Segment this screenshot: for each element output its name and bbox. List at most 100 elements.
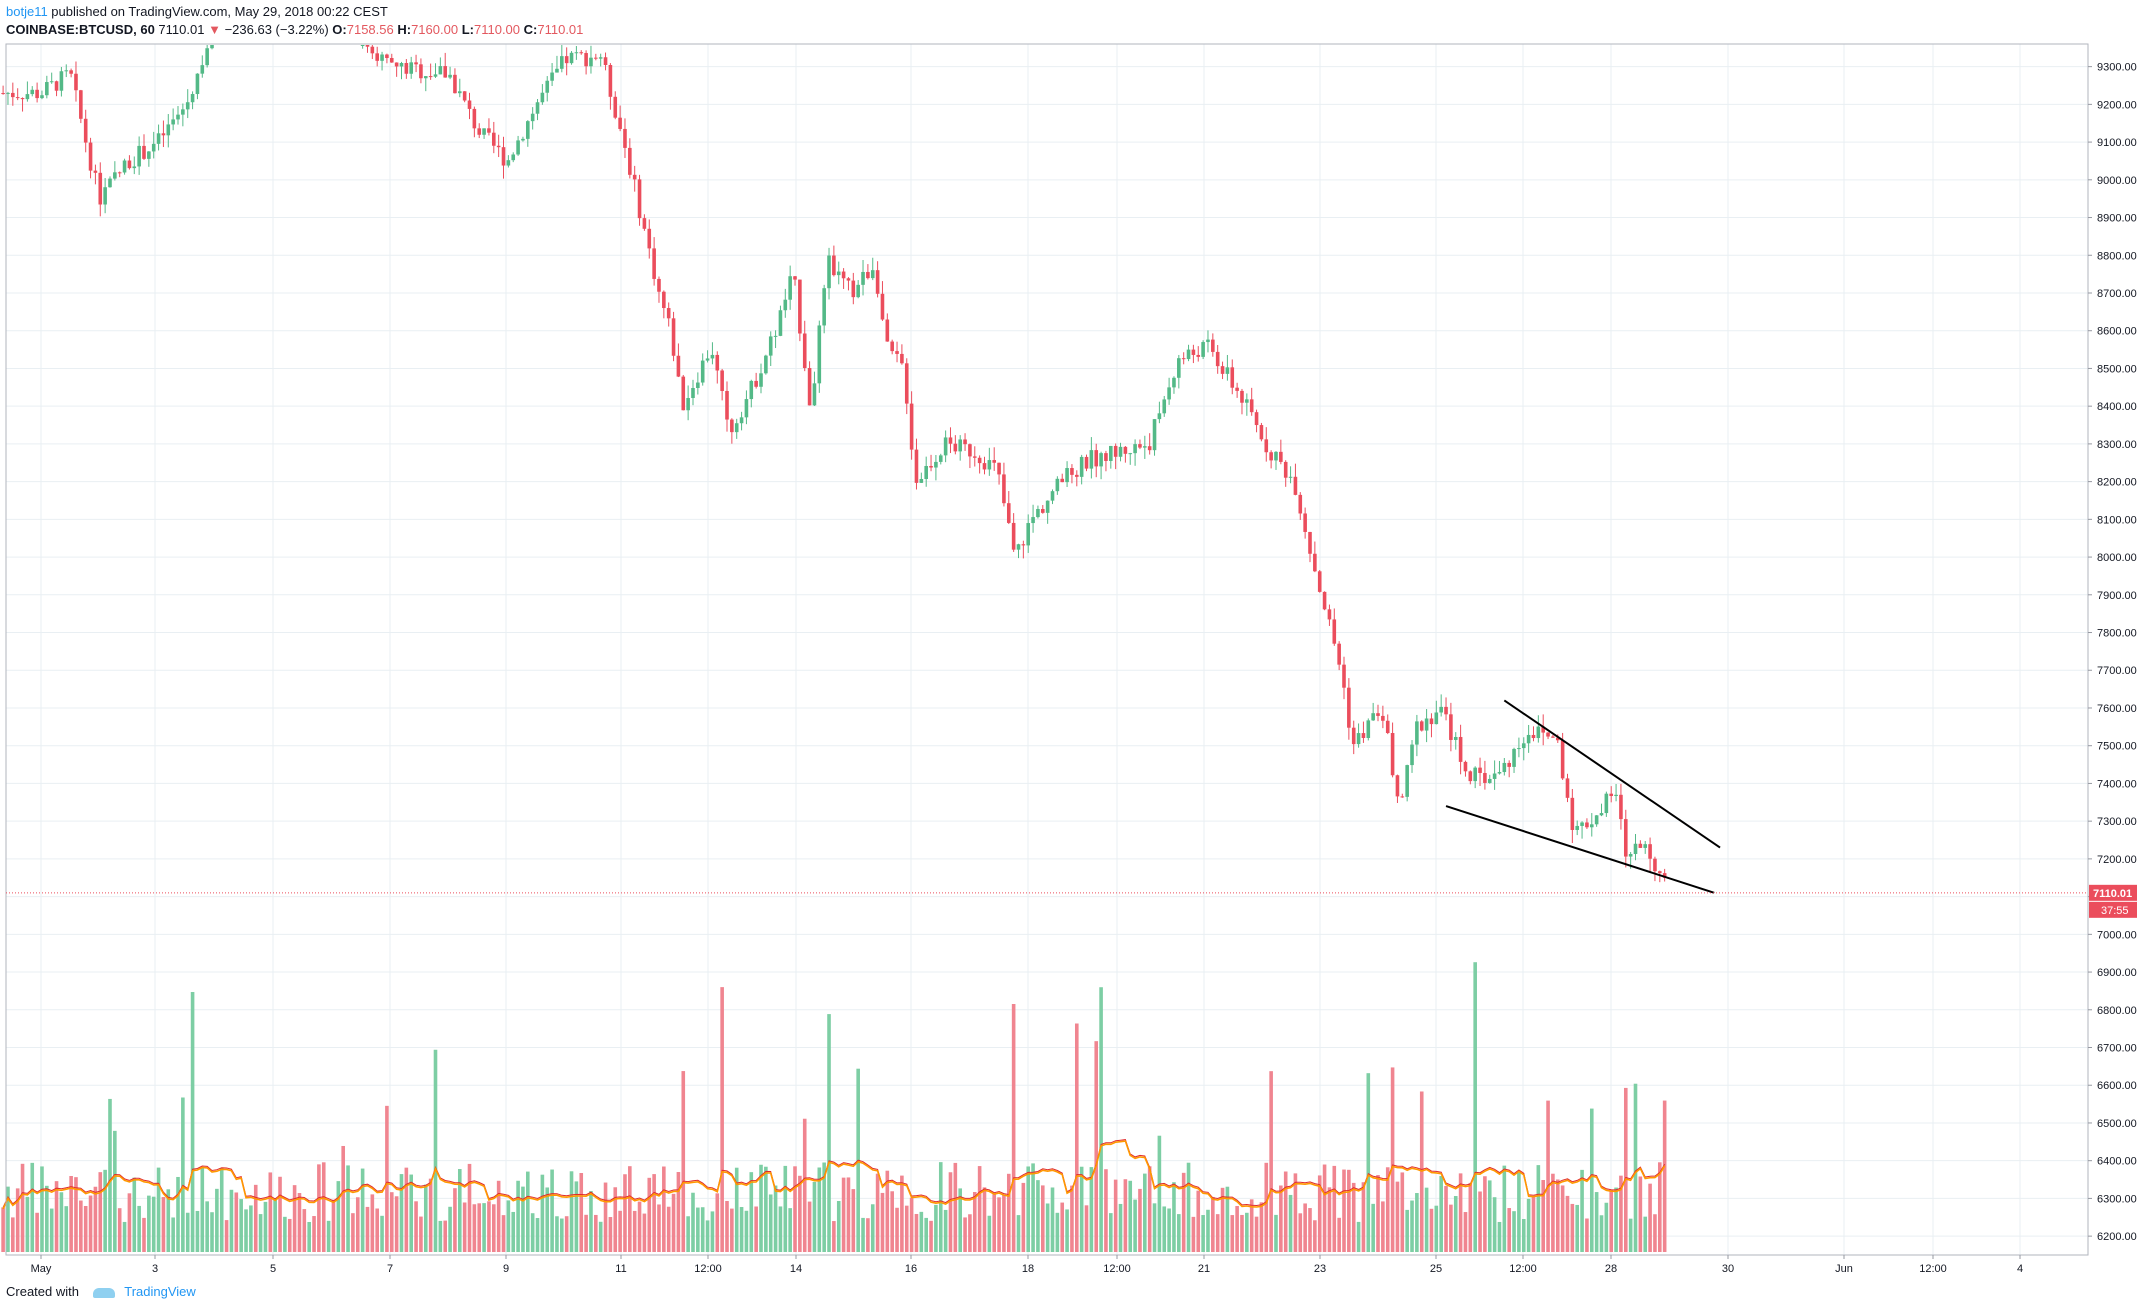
candle-body [1395,775,1400,797]
y-tick-label: 7200.00 [2097,854,2137,866]
candle-body [914,449,919,483]
candle-body [895,351,899,354]
volume-bar [6,1186,10,1252]
volume-bar [69,1176,73,1252]
volume-bar [1099,987,1103,1252]
candle-body [122,160,127,173]
candle-body [176,114,180,120]
candle-body [754,380,758,387]
candle-body [1104,453,1108,461]
publish-info: published on TradingView.com, May 29, 20… [47,4,388,19]
candle-body [423,76,428,79]
volume-bar [1288,1194,1293,1252]
volume-bar [904,1205,909,1252]
volume-bar [506,1200,511,1252]
candle-body [929,465,933,468]
volume-bar [11,1217,15,1252]
candle-body [491,132,496,146]
candle-body [487,128,491,133]
volume-bar [1079,1166,1084,1252]
candle-body [1492,773,1497,779]
candle-body [846,278,851,281]
candle-body [1259,425,1264,440]
candle-body [968,444,972,457]
y-tick-label: 6800.00 [2097,1005,2137,1017]
candle-body [1279,451,1283,462]
trendlines[interactable] [1445,699,1721,894]
volume-bar [419,1216,423,1252]
candle-body [739,417,744,424]
candle-body [1473,767,1477,782]
volume-bar [1283,1171,1288,1252]
volume-bar [628,1166,632,1252]
candle-body [574,52,579,54]
candle-body [200,65,205,74]
volume-bar [404,1167,409,1252]
volume-bar [1575,1204,1580,1252]
volume-bar [705,1220,710,1252]
candle-body [734,423,739,433]
candle-body [1356,733,1361,745]
candle-body [83,118,88,143]
volume-bar [1444,1186,1448,1252]
volume-bar [1541,1180,1545,1252]
candle-body [1099,453,1103,467]
footer: Created with TradingView [6,1284,196,1299]
volume-bar [589,1191,593,1252]
candle-body [394,62,399,67]
x-tick-label: 28 [1605,1263,1617,1275]
author-name[interactable]: botje11 [6,4,48,19]
volume-bar [341,1145,345,1252]
volume-bar [132,1177,137,1252]
candle-body [555,68,559,73]
candle-body [987,460,992,470]
candle-body [137,145,141,167]
volume-bar [1439,1175,1443,1252]
candle-body [457,91,462,94]
volume-bar [1152,1203,1157,1252]
volume-bar [1356,1221,1361,1252]
volume-bar [851,1189,856,1252]
volume-bar [676,1172,681,1252]
volume-bar [15,1188,20,1252]
volume-bar [880,1192,885,1252]
candle-body [385,54,389,59]
y-tick-label: 8600.00 [2097,326,2137,338]
volume-bar [1133,1199,1137,1252]
candle-body [584,53,588,67]
volume-bar [394,1196,399,1252]
volume-bar [1332,1165,1337,1252]
volume-bar [40,1166,44,1252]
candle-body [1225,367,1230,374]
volume-bar [1113,1179,1118,1252]
candle-body [1526,734,1531,744]
y-tick-label: 9000.00 [2097,175,2137,187]
candle-body [45,82,49,96]
candle-body [1249,399,1254,413]
candle-body [370,46,375,54]
candle-body [817,325,822,384]
candle-body [375,53,379,61]
y-tick-label: 8300.00 [2097,439,2137,451]
candle-body [982,463,987,470]
candle-body [496,145,501,148]
volume-bar [812,1181,817,1252]
volume-bar [657,1204,661,1252]
tradingview-link[interactable]: TradingView [124,1284,196,1299]
volume-bar [734,1167,739,1252]
candle-body [365,45,370,47]
candle-body [98,172,103,205]
candle-body [132,166,137,169]
close-value: 7110.01 [537,22,584,37]
candle-body [156,133,161,144]
volume-bar [1599,1215,1604,1252]
x-tick-label: 14 [790,1263,802,1275]
candle-body [603,57,608,66]
candle-body [540,92,545,103]
candle-body [832,255,836,276]
x-tick-label: May [31,1263,52,1275]
candle-body [428,76,433,78]
candle-body [1031,517,1035,524]
candle-body [744,399,749,418]
